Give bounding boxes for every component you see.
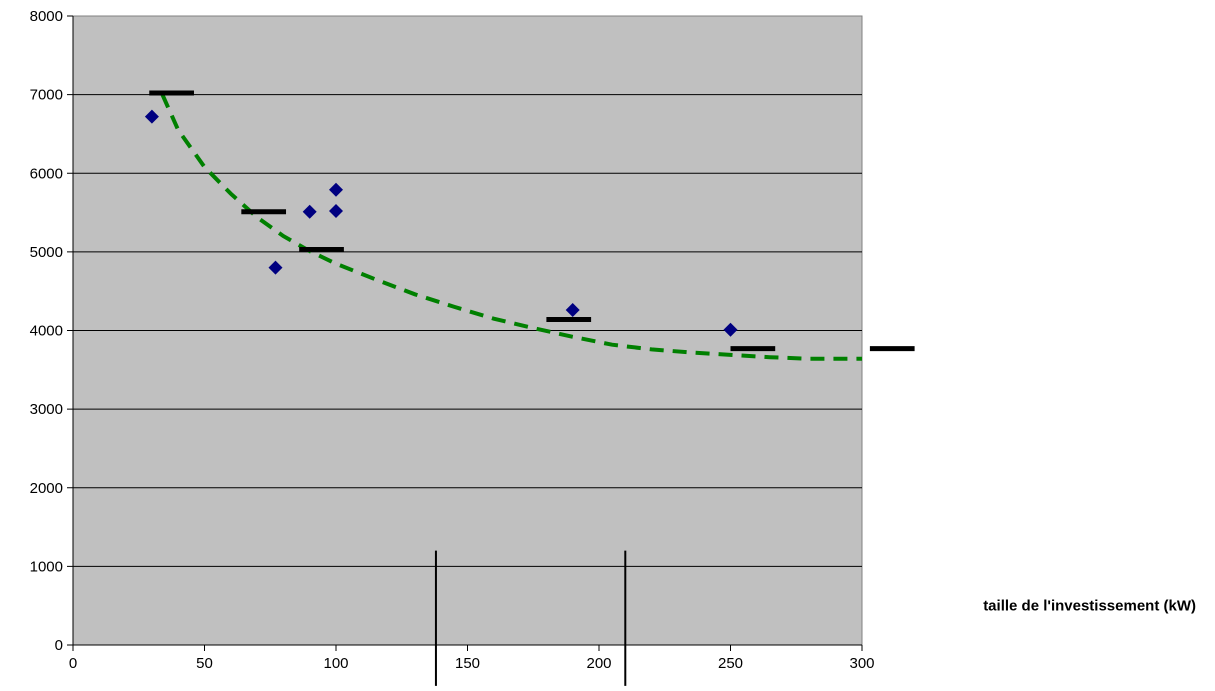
data-point — [723, 322, 738, 337]
data-points-group — [144, 109, 738, 337]
y-tick-label: 5000 — [30, 244, 63, 261]
data-point — [329, 182, 343, 197]
y-tick-label: 4000 — [30, 323, 63, 340]
x-tick-label: 250 — [718, 655, 743, 672]
x-axis-title: taille de l'investissement (kW) — [983, 597, 1196, 614]
data-point — [329, 203, 343, 218]
x-tick-label: 200 — [586, 655, 611, 672]
x-tick-label: 0 — [69, 655, 77, 672]
y-tick-label: 3000 — [30, 401, 63, 418]
tick-labels-group: 0 1000 2000 3000 4000 5000 6000 7000 8000 0 50 100 1… — [30, 8, 875, 672]
x-tick-label: 150 — [455, 655, 480, 672]
data-point — [302, 204, 317, 219]
y-tick-label: 2000 — [30, 480, 63, 497]
y-tick-label: 8000 — [30, 8, 63, 25]
x-tick-label: 100 — [323, 655, 348, 672]
y-tick-label: 7000 — [30, 87, 63, 104]
horizontal-segments-group — [149, 90, 915, 352]
data-point — [268, 260, 283, 275]
data-point — [565, 303, 580, 318]
y-tick-label: 1000 — [30, 558, 63, 575]
x-tick-label: 300 — [849, 655, 874, 672]
trend-line-group — [160, 93, 862, 361]
axes — [67, 15, 863, 651]
gridlines — [73, 94, 862, 567]
data-point — [144, 109, 159, 124]
x-tick-label: 50 — [196, 655, 213, 672]
y-tick-label: 0 — [55, 637, 63, 654]
y-tick-label: 6000 — [30, 165, 63, 182]
vertical-markers-group — [434, 550, 627, 686]
trend-line — [160, 93, 862, 361]
